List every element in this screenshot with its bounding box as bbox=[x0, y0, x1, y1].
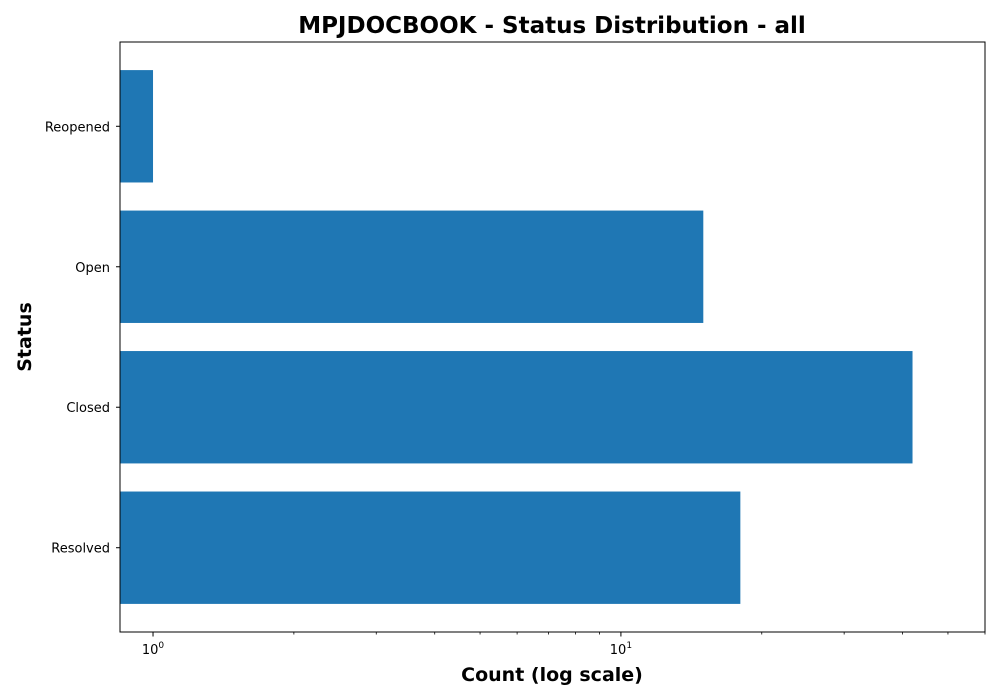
x-tick-exponent: 1 bbox=[626, 641, 632, 651]
bar-reopened bbox=[120, 70, 154, 183]
y-tick-label: Reopened bbox=[45, 120, 110, 135]
x-tick-base: 10 bbox=[142, 643, 159, 658]
chart-title: MPJDOCBOOK - Status Distribution - all bbox=[298, 13, 806, 39]
plot-frame bbox=[119, 41, 986, 633]
bars-layer bbox=[120, 70, 913, 604]
bar-closed bbox=[120, 351, 913, 464]
x-axis-label: Count (log scale) bbox=[461, 664, 643, 686]
y-tick-label: Resolved bbox=[51, 542, 110, 557]
y-ticks: Resolved Closed Open Reopened bbox=[45, 120, 120, 557]
x-tick-exponent: 0 bbox=[158, 641, 164, 651]
y-axis-label: Status bbox=[14, 302, 36, 372]
x-ticks: 100 101 bbox=[142, 632, 986, 658]
y-tick-label: Closed bbox=[66, 401, 110, 416]
bar-open bbox=[120, 210, 704, 323]
y-tick-label: Open bbox=[75, 261, 110, 276]
x-tick-label: 101 bbox=[610, 641, 632, 658]
x-tick-base: 10 bbox=[610, 643, 627, 658]
x-tick-label: 100 bbox=[142, 641, 165, 658]
bar-resolved bbox=[120, 491, 741, 604]
